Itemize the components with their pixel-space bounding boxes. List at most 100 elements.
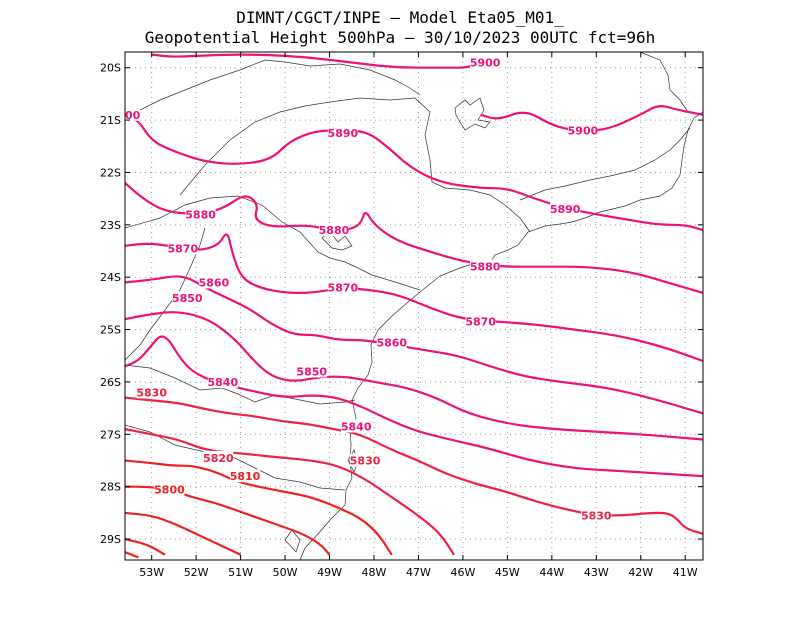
contour-label: 5840 <box>341 420 372 433</box>
header-line-2: Geopotential Height 500hPa – 30/10/2023 … <box>144 28 656 47</box>
contour-label-bg <box>318 223 349 237</box>
y-tick-label: 26S <box>100 376 121 389</box>
contour-label-bg <box>203 450 234 464</box>
plot-frame <box>124 51 704 561</box>
contour-line-5780 <box>125 538 166 556</box>
contour-label: 5900 <box>470 56 501 69</box>
lake-furnas <box>454 97 491 131</box>
contour-label-bg <box>296 364 327 378</box>
contour-label: 5830 <box>136 386 167 399</box>
border-es-mg <box>639 52 689 113</box>
contour-label: 5870 <box>465 316 496 329</box>
contour-label: 5860 <box>376 337 407 350</box>
contour-line-5890 <box>125 182 703 294</box>
contour-label-bg <box>185 207 216 221</box>
x-tick-label: 47W <box>406 566 431 579</box>
x-tick-label: 48W <box>362 566 387 579</box>
contour-label-bg <box>327 280 358 294</box>
coastline-and-borders <box>125 52 703 560</box>
contour-label-bg <box>567 123 598 137</box>
contour-label: 5880 <box>185 208 216 221</box>
contour-line-5830 <box>125 396 703 535</box>
contour-label: 5860 <box>199 276 230 289</box>
contour-line-5840 <box>125 335 703 478</box>
contour-line-5860 <box>125 275 703 415</box>
x-tick-label: 50W <box>273 566 298 579</box>
contour-label-bg <box>207 374 238 388</box>
axis-ticks: 53W 52W 51W 50W 49W 48W 47W 46W 45W 44W 43W 42W 41W 2… <box>100 52 703 579</box>
contour-label: 5830 <box>581 509 612 522</box>
contour-label: 5840 <box>208 376 239 389</box>
contour-label: 5850 <box>296 365 327 378</box>
contour-label: 5890 <box>550 203 581 216</box>
border-rj-mg <box>519 127 691 201</box>
x-tick-label: 42W <box>628 566 653 579</box>
contour-label-bg <box>172 291 203 305</box>
contour-label: 5870 <box>167 242 198 255</box>
contour-line-5890 <box>125 113 703 232</box>
coastline <box>299 111 703 560</box>
lagoa-dos-patos <box>284 529 301 553</box>
y-tick-label: 27S <box>100 428 121 441</box>
contour-label: 5810 <box>230 470 261 483</box>
contour-label: 5900 <box>110 109 141 122</box>
contour-label-bg <box>230 469 261 483</box>
x-tick-label: 49W <box>317 566 342 579</box>
border-ms <box>125 59 421 119</box>
contour-label-bg <box>125 107 140 121</box>
contour-label-bg <box>550 202 581 216</box>
y-tick-label: 24S <box>100 271 121 284</box>
contour-label-bg <box>198 275 229 289</box>
contour-lines <box>125 53 703 559</box>
contour-line-5850 <box>125 311 703 441</box>
y-tick-label: 20S <box>100 62 121 75</box>
contour-label-bg <box>581 508 612 522</box>
border-mg-sp <box>179 97 531 233</box>
y-tick-label: 21S <box>100 114 121 127</box>
contour-label-bg <box>470 55 501 69</box>
y-tick-label: 28S <box>100 481 121 494</box>
contour-label: 5830 <box>350 454 381 467</box>
x-tick-label: 43W <box>584 566 609 579</box>
contour-label-bg <box>154 482 185 496</box>
contour-labels: 5900 5900 5900 5890 5890 5880 5880 5880 5870 5870… <box>110 55 612 522</box>
y-tick-label: 22S <box>100 166 121 179</box>
border-rs-sc <box>125 424 346 491</box>
contour-label-bg <box>470 259 501 273</box>
contour-label: 5820 <box>203 452 234 465</box>
border-parana-sp <box>125 195 421 291</box>
contour-label-bg <box>376 335 407 349</box>
x-tick-label: 41W <box>673 566 698 579</box>
contour-label: 5880 <box>319 224 350 237</box>
contour-label-bg <box>341 419 372 433</box>
contour-line-5870 <box>125 233 703 363</box>
contour-label-bg <box>136 385 167 399</box>
contour-label: 5900 <box>568 125 599 138</box>
x-tick-label: 52W <box>184 566 209 579</box>
header-line-1: DIMNT/CGCT/INPE – Model Eta05_M01_ <box>236 8 564 27</box>
contour-line-5770 <box>125 551 139 559</box>
x-tick-label: 45W <box>495 566 520 579</box>
x-tick-label: 44W <box>539 566 564 579</box>
contour-label: 5870 <box>328 282 359 295</box>
map-grid <box>125 52 703 560</box>
x-tick-label: 53W <box>139 566 164 579</box>
contour-label-bg <box>350 453 381 467</box>
border-sc-pr <box>125 364 356 405</box>
contour-line-5900 <box>151 53 500 69</box>
contour-label-bg <box>327 126 358 140</box>
contour-label: 5880 <box>470 261 501 274</box>
x-tick-label: 46W <box>450 566 475 579</box>
y-tick-label: 29S <box>100 533 121 546</box>
y-tick-label: 23S <box>100 219 121 232</box>
contour-label: 5800 <box>154 483 185 496</box>
contour-line-5810 <box>125 459 393 556</box>
contour-line-5790 <box>125 511 242 556</box>
contour-label-bg <box>167 241 198 255</box>
x-tick-label: 51W <box>228 566 253 579</box>
contour-label: 5890 <box>328 127 359 140</box>
contour-label-bg <box>465 314 496 328</box>
y-tick-label: 25S <box>100 324 121 337</box>
contour-label: 5850 <box>172 292 203 305</box>
